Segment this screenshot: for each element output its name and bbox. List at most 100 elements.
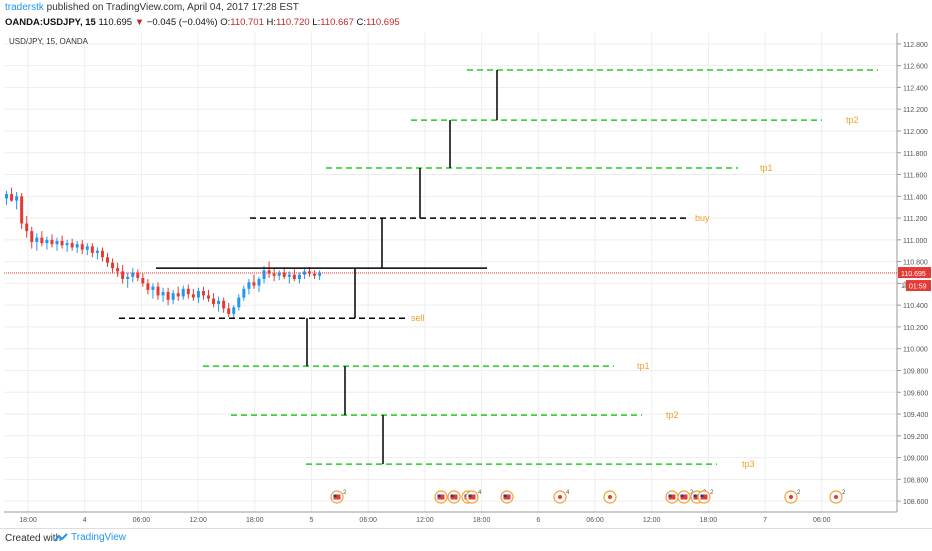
x-tick-label: 6 <box>536 517 540 524</box>
us-flag-canton-icon <box>333 494 337 497</box>
candle-body <box>75 244 79 248</box>
us-flag-stripe-icon <box>333 494 341 500</box>
open-label: O: <box>220 17 231 28</box>
event-count-label: 4 <box>478 490 482 496</box>
publish-info: traderstk published on TradingView.com, … <box>5 2 299 13</box>
y-tick-label: 111.800 <box>903 151 927 158</box>
high-label: H: <box>266 17 277 28</box>
close-value: 110.695 <box>366 17 400 28</box>
candle-body <box>80 244 84 250</box>
candle-body <box>95 250 99 253</box>
candle-body <box>247 282 251 289</box>
x-tick-label: 06:00 <box>813 517 831 524</box>
x-tick-label: 7 <box>763 517 767 524</box>
us-flag-canton-icon <box>693 494 697 497</box>
candle-body <box>237 297 241 308</box>
x-tick-label: 06:00 <box>359 517 377 524</box>
level-label: tp1 <box>760 163 773 173</box>
candle-body <box>136 272 140 278</box>
candle-body <box>186 288 190 295</box>
candle-body <box>121 271 125 280</box>
y-tick-label: 109.400 <box>903 412 928 419</box>
candle-body <box>267 270 271 274</box>
candle-body <box>90 246 94 253</box>
candle-body <box>111 262 115 269</box>
us-flag-stripe-icon <box>668 494 676 500</box>
y-tick-label: 111.600 <box>903 173 927 180</box>
candle-body <box>126 276 130 280</box>
x-tick-label: 4 <box>83 517 87 524</box>
level-label: tp2 <box>666 410 679 420</box>
level-label: buy <box>695 213 710 223</box>
level-label: tp2 <box>846 115 859 125</box>
tradingview-logo-icon <box>54 532 68 542</box>
candle-body <box>141 277 145 284</box>
candle-body <box>207 295 210 299</box>
y-tick-label: 109.000 <box>903 456 928 463</box>
candle-body <box>262 270 266 280</box>
candle-body <box>60 240 64 246</box>
us-flag-stripe-icon <box>437 494 445 500</box>
candle-body <box>85 246 89 250</box>
y-tick-label: 112.800 <box>903 42 928 49</box>
y-tick-label: 108.600 <box>903 499 928 506</box>
candle-body <box>20 196 24 224</box>
price-axis-partial-label: 11 <box>901 283 908 290</box>
chart-title: USD/JPY, 15, OANDA <box>9 37 89 46</box>
us-flag-canton-icon <box>668 494 672 497</box>
candle-body <box>100 250 104 258</box>
close-label: C: <box>356 17 367 28</box>
y-tick-label: 112.000 <box>903 129 928 136</box>
plot-area <box>4 33 897 512</box>
us-flag-stripe-icon <box>450 494 458 500</box>
us-flag-stripe-icon <box>700 494 708 500</box>
x-tick-label: 18:00 <box>19 517 37 524</box>
japan-flag-dot-icon <box>558 495 562 499</box>
candle-body <box>30 231 34 243</box>
y-tick-label: 112.400 <box>903 85 928 92</box>
candle-body <box>227 308 231 314</box>
low-label: L: <box>312 17 321 28</box>
last-price: 110.695 <box>98 17 133 28</box>
y-tick-label: 112.600 <box>903 64 928 71</box>
candle-body <box>217 300 221 305</box>
event-count-label: 2 <box>710 490 714 496</box>
x-tick-label: 12:00 <box>416 517 434 524</box>
down-arrow-icon: ▼ <box>134 17 145 28</box>
us-flag-canton-icon <box>450 494 454 497</box>
x-tick-label: 18:00 <box>473 517 491 524</box>
level-label: tp3 <box>742 459 755 469</box>
us-flag-canton-icon <box>468 494 472 497</box>
candle-body <box>25 223 29 232</box>
countdown-box <box>906 280 931 292</box>
us-flag-canton-icon <box>700 494 704 497</box>
high-value: 110.720 <box>276 17 310 28</box>
price-chart[interactable]: 112.800 112.600 112.400 112.200 112.000 111.8… <box>0 32 932 530</box>
open-value: 110.701 <box>230 17 264 28</box>
japan-flag-dot-icon <box>834 495 838 499</box>
price-tag-label: 110.695 <box>901 271 926 278</box>
candle-body <box>161 292 165 296</box>
author-link[interactable]: traderstk <box>5 2 44 13</box>
chart-header: traderstk published on TradingView.com, … <box>0 0 932 32</box>
us-flag-stripe-icon <box>693 494 701 500</box>
price-change: −0.045 (−0.04%) <box>146 17 218 28</box>
candle-body <box>40 237 44 244</box>
y-tick-label: 110.400 <box>903 303 928 310</box>
y-tick-label: 109.800 <box>903 368 928 375</box>
candle-body <box>166 292 170 300</box>
candle-body <box>242 288 246 298</box>
tradingview-link[interactable]: TradingView <box>54 532 126 543</box>
candle-body <box>222 300 226 309</box>
candle-body <box>201 291 205 296</box>
candle-body <box>318 272 322 276</box>
footer: Created with TradingView <box>0 528 932 551</box>
candle-body <box>308 271 311 274</box>
candle-body <box>297 274 301 280</box>
candle-body <box>277 272 281 276</box>
candle-body <box>313 273 317 276</box>
x-tick-label: 12:00 <box>189 517 207 524</box>
y-tick-label: 109.200 <box>903 434 928 441</box>
created-with-text: Created with <box>5 533 62 544</box>
candle-body <box>292 274 296 280</box>
